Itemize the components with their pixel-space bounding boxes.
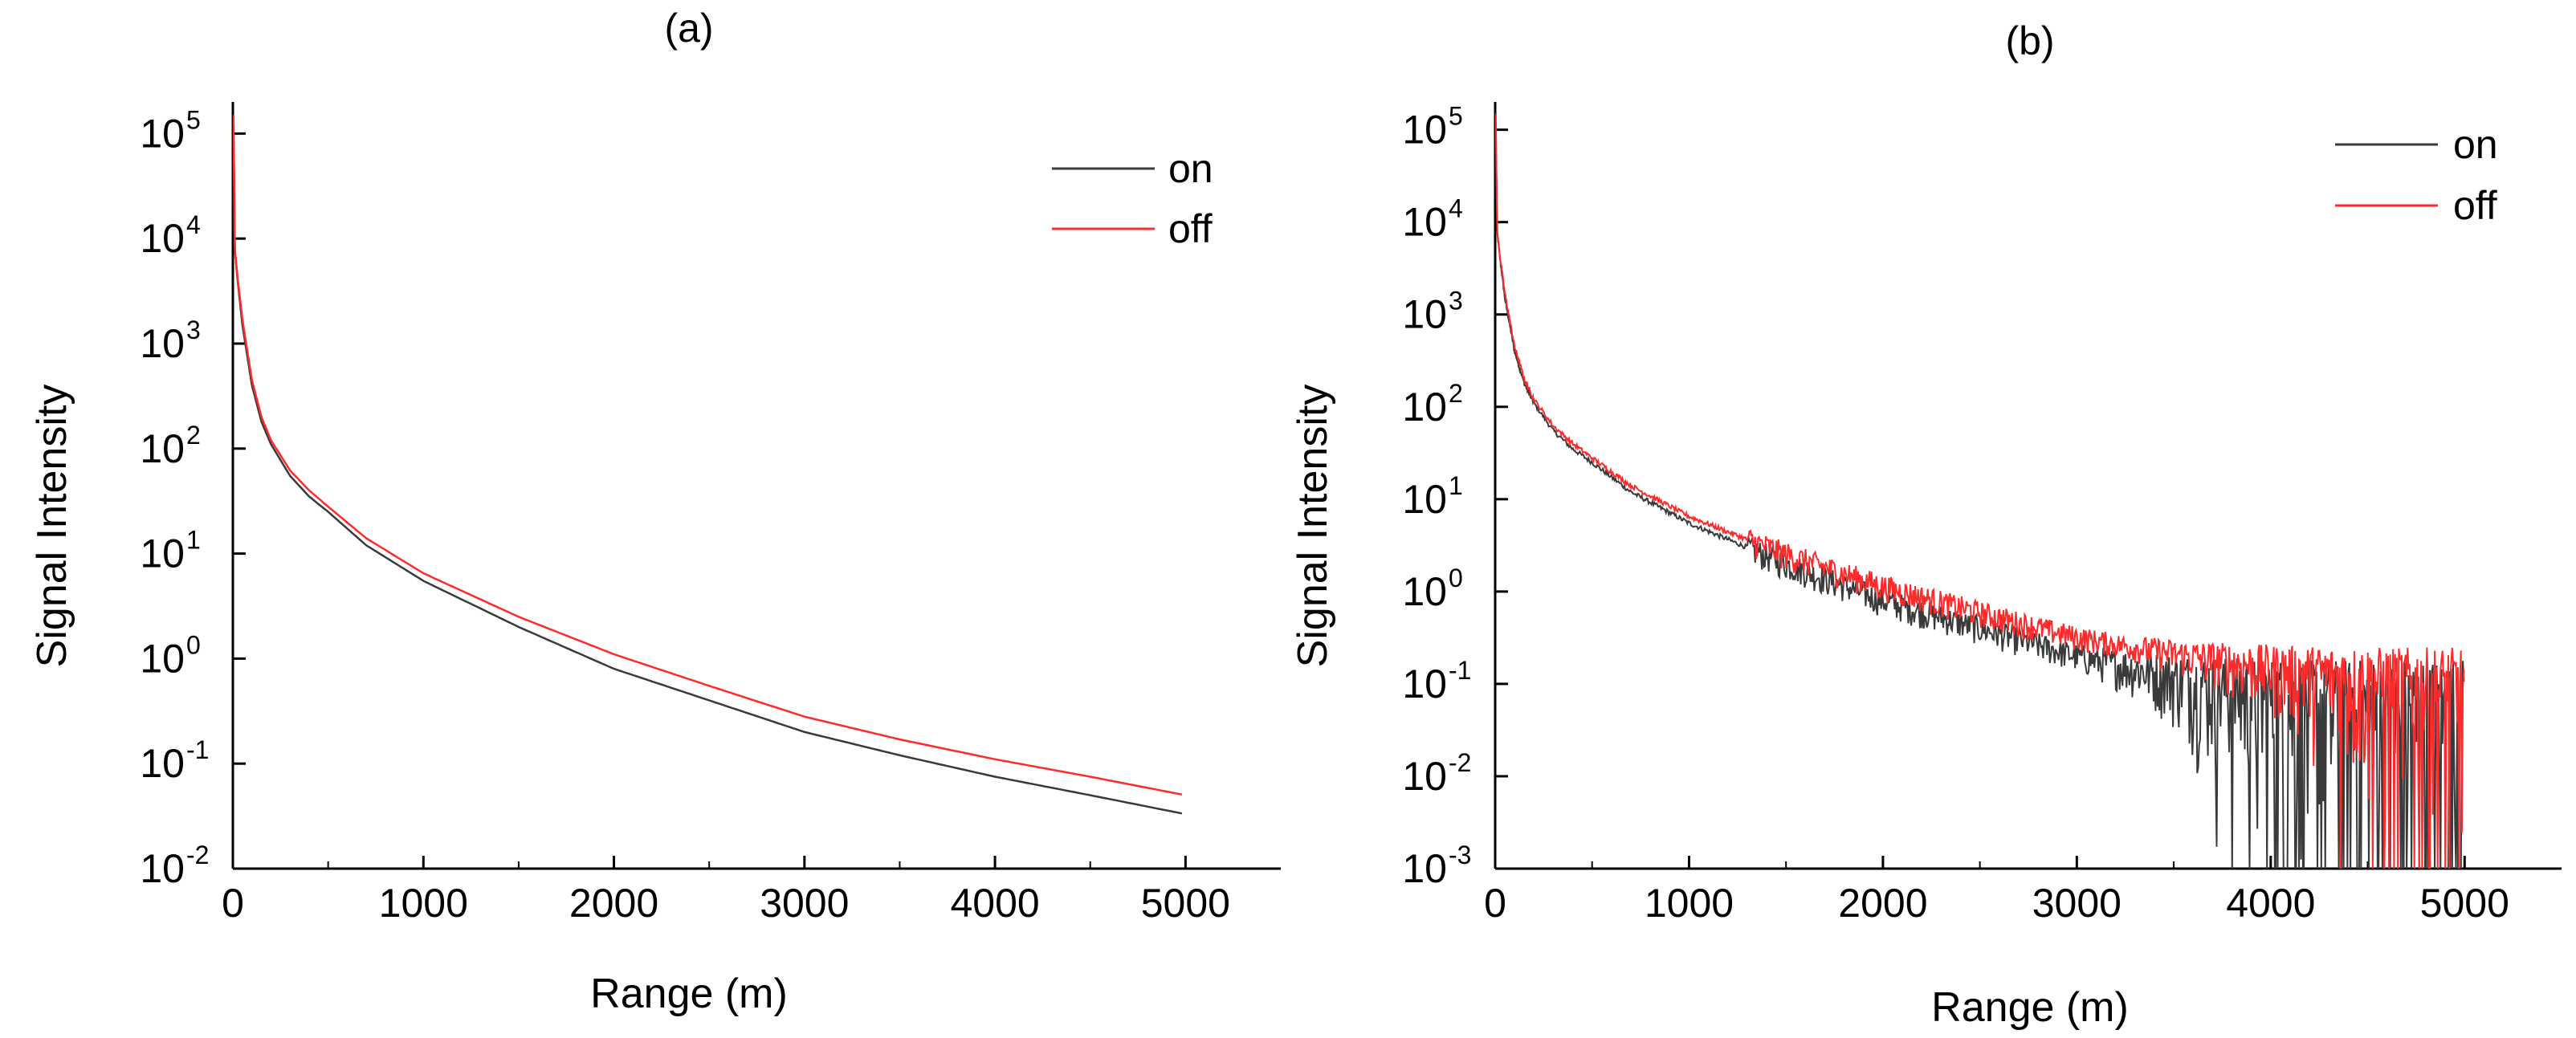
x-tick-label: 1000 — [1645, 881, 1734, 926]
y-tick-exponent: 5 — [1449, 102, 1463, 131]
x-tick-label: 2000 — [569, 881, 658, 926]
y-tick-exponent: 4 — [1449, 194, 1463, 223]
x-tick-label: 2000 — [1838, 881, 1927, 926]
legend-label-off: off — [2453, 183, 2497, 228]
series-line-on — [1495, 112, 2465, 869]
y-tick-exponent: -1 — [186, 735, 209, 764]
y-axis-title: Signal Intensity — [1290, 385, 1336, 668]
y-tick-label: 10 — [1402, 477, 1447, 522]
y-tick-label: 10 — [140, 426, 185, 471]
panel-title: (a) — [664, 6, 713, 51]
series-line-off — [233, 115, 1183, 796]
y-tick-exponent: 0 — [186, 630, 201, 659]
x-tick-label: 3000 — [2032, 881, 2122, 926]
y-tick-label: 10 — [1402, 292, 1447, 337]
y-tick-label: 10 — [1402, 846, 1447, 891]
y-tick-exponent: -1 — [1449, 656, 1471, 685]
series-line-off — [1495, 114, 2465, 869]
y-tick-exponent: 0 — [1449, 564, 1463, 592]
x-tick-label: 5000 — [1141, 881, 1230, 926]
y-tick-exponent: 3 — [1449, 287, 1463, 315]
y-tick-exponent: -2 — [186, 841, 209, 869]
legend-label-on: on — [2453, 122, 2498, 167]
y-tick-label: 10 — [1402, 754, 1447, 799]
x-axis-title: Range (m) — [1931, 984, 2129, 1031]
y-tick-exponent: -3 — [1449, 841, 1471, 869]
y-tick-exponent: -2 — [1449, 748, 1471, 777]
y-tick-exponent: 5 — [186, 105, 201, 134]
x-tick-label: 4000 — [2226, 881, 2315, 926]
x-tick-label: 0 — [1484, 881, 1506, 926]
x-tick-label: 4000 — [950, 881, 1039, 926]
x-tick-label: 3000 — [760, 881, 849, 926]
series-line-on — [233, 115, 1183, 815]
y-tick-label: 10 — [140, 111, 185, 156]
y-tick-exponent: 2 — [1449, 379, 1463, 408]
y-tick-label: 10 — [140, 321, 185, 366]
legend: on off — [2335, 122, 2498, 228]
y-tick-label: 10 — [1402, 108, 1447, 153]
y-tick-label: 10 — [1402, 200, 1447, 245]
x-tick-label: 0 — [222, 881, 244, 926]
y-tick-label: 10 — [1402, 661, 1447, 706]
y-tick-exponent: 2 — [186, 421, 201, 450]
legend-label-on: on — [1168, 146, 1213, 191]
legend: on off — [1052, 146, 1213, 251]
x-axis-title: Range (m) — [590, 971, 788, 1017]
x-tick-label: 5000 — [2420, 881, 2509, 926]
y-tick-label: 10 — [140, 846, 185, 891]
panel-title: (b) — [2005, 18, 2054, 63]
y-tick-label: 10 — [140, 531, 185, 576]
y-tick-exponent: 3 — [186, 315, 201, 344]
legend-label-off: off — [1168, 206, 1213, 251]
y-axis-title: Signal Intensity — [29, 385, 75, 668]
y-tick-label: 10 — [1402, 385, 1447, 429]
y-tick-label: 10 — [140, 636, 185, 681]
x-tick-label: 1000 — [379, 881, 468, 926]
y-tick-exponent: 1 — [1449, 471, 1463, 500]
y-tick-label: 10 — [1402, 569, 1447, 614]
y-tick-exponent: 4 — [186, 210, 201, 239]
y-tick-label: 10 — [140, 741, 185, 786]
y-tick-exponent: 1 — [186, 526, 201, 555]
y-tick-label: 10 — [140, 216, 185, 261]
